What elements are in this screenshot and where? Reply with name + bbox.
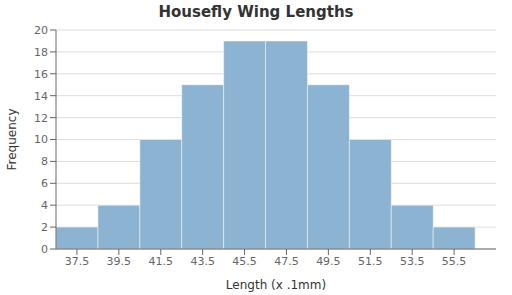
- svg-text:0: 0: [41, 243, 48, 256]
- svg-text:12: 12: [34, 112, 48, 125]
- svg-text:41.5: 41.5: [149, 255, 174, 268]
- svg-text:45.5: 45.5: [232, 255, 257, 268]
- svg-text:37.5: 37.5: [65, 255, 90, 268]
- svg-text:16: 16: [34, 68, 48, 81]
- svg-text:8: 8: [41, 155, 48, 168]
- svg-text:4: 4: [41, 199, 48, 212]
- svg-text:18: 18: [34, 46, 48, 59]
- svg-text:51.5: 51.5: [358, 255, 383, 268]
- svg-text:Frequency: Frequency: [8, 109, 19, 171]
- svg-text:14: 14: [34, 90, 48, 103]
- svg-text:2: 2: [41, 221, 48, 234]
- svg-text:Length (x .1mm): Length (x .1mm): [226, 278, 326, 292]
- svg-text:39.5: 39.5: [107, 255, 132, 268]
- html-text:Housefly Wing Lengths: Housefly Wing Lengths: [158, 3, 354, 21]
- svg-text:10: 10: [34, 133, 48, 146]
- svg-text:6: 6: [41, 177, 48, 190]
- svg-text:55.5: 55.5: [442, 255, 467, 268]
- svg-text:49.5: 49.5: [316, 255, 341, 268]
- svg-text:43.5: 43.5: [190, 255, 215, 268]
- svg-text:47.5: 47.5: [274, 255, 299, 268]
- svg-text:53.5: 53.5: [400, 255, 425, 268]
- svg-text:20: 20: [34, 24, 48, 37]
